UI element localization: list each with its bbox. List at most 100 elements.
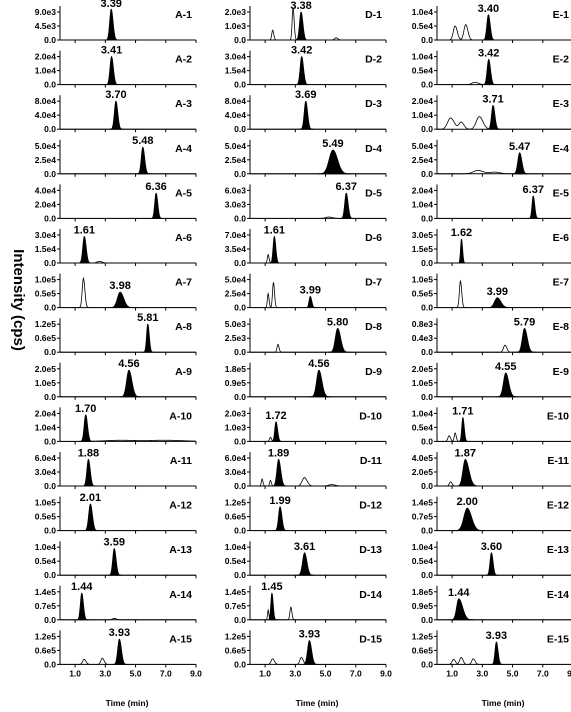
panel-id-label: E-6 [553, 232, 570, 244]
main-peak [449, 598, 475, 621]
y-tick-label: 1.8e5 [225, 364, 247, 374]
y-tick-label: 1.4e5 [412, 498, 434, 508]
main-peak [328, 327, 350, 353]
y-tick-label: 0.0 [421, 169, 433, 179]
y-tick-label: 0.5e5 [35, 289, 57, 299]
peak-rt-label: 1.61 [74, 224, 95, 236]
y-tick-label: 1.2e5 [35, 319, 57, 329]
x-tick-label: 7.0 [350, 668, 362, 678]
baseline-trace [250, 656, 386, 665]
y-tick-label: 6.0e3 [225, 185, 247, 195]
y-tick-label: 0.0 [234, 659, 246, 669]
peak-rt-label: 3.71 [482, 93, 503, 105]
panel-id-label: A-8 [175, 321, 192, 333]
main-peak [105, 56, 120, 85]
y-tick-label: 0.0 [421, 80, 433, 90]
y-tick-label: 0.0 [421, 481, 433, 491]
peak-rt-label: 1.45 [261, 581, 282, 593]
y-tick-label: 0.7e5 [412, 512, 434, 522]
panel-id-label: E-2 [553, 54, 570, 66]
y-axis-title: Intensity (cps) [10, 249, 27, 351]
panel-id-label: E-5 [553, 187, 570, 199]
panel-a-6: 3.0e4 1.5e4 0.0 1.61 A-6 [35, 224, 197, 268]
peak-rt-label: 3.99 [487, 286, 508, 298]
y-tick-label: 0.0 [234, 526, 246, 536]
panel-e-5: 2.0e4 1.0e4 0.0 6.37 E-5 [412, 184, 571, 223]
main-peak [482, 58, 497, 85]
x-tick-label: 1.0 [259, 668, 271, 678]
main-peak [104, 8, 119, 41]
main-peak [486, 297, 512, 308]
y-tick-label: 0.0 [234, 258, 246, 268]
y-tick-label: 1.0e5 [412, 378, 434, 388]
panel-d-12: 1.2e5 0.6e5 0.0 1.99 D-12 [225, 495, 387, 536]
y-tick-label: 0.0 [234, 615, 246, 625]
panel-e-3: 2.0e4 1.0e4 0.0 3.71 E-3 [412, 93, 571, 134]
panel-e-15: 1.2e5 0.6e5 0.0 1.0 3.0 5.0 7.0 9.0 3.93 E-15 [412, 630, 571, 678]
y-tick-label: 3.0e5 [412, 230, 434, 240]
baseline-trace [250, 477, 386, 487]
panel-a-7: 1.0e5 0.5e5 0.0 3.98 A-7 [35, 273, 197, 313]
y-tick-label: 1.4e5 [35, 587, 57, 597]
main-peak [295, 56, 310, 85]
y-tick-label: 3.0e4 [35, 230, 57, 240]
panel-id-label: D-12 [359, 500, 382, 512]
y-tick-label: 0.0 [44, 481, 56, 491]
panel-id-label: A-14 [169, 589, 192, 601]
y-tick-label: 0.0 [234, 35, 246, 45]
y-tick-label: 1.0e5 [412, 275, 434, 285]
panel-id-label: E-13 [547, 544, 569, 556]
y-tick-label: 0.0 [234, 124, 246, 134]
peak-rt-label: 3.69 [295, 89, 316, 101]
y-tick-label: 0.5e4 [225, 556, 247, 566]
main-peak [142, 323, 154, 353]
panel-id-label: A-10 [169, 410, 192, 422]
x-tick-label: 9.0 [567, 668, 571, 678]
main-peak [75, 592, 89, 621]
panel-id-label: A-5 [175, 187, 192, 199]
main-peak [299, 100, 314, 130]
y-tick-label: 0.0 [234, 169, 246, 179]
panel-id-label: D-13 [359, 544, 382, 556]
y-tick-label: 0.0 [421, 303, 433, 313]
y-tick-label: 0.0 [421, 35, 433, 45]
y-tick-label: 5.0e4 [225, 141, 247, 151]
y-tick-label: 0.0 [44, 615, 56, 625]
panel-id-label: D-6 [365, 232, 382, 244]
main-peak [481, 14, 497, 41]
peak-rt-label: 1.44 [448, 587, 470, 599]
main-peak [269, 235, 281, 264]
peak-rt-label: 1.99 [269, 495, 290, 507]
panel-a-11: 6.0e4 3.0e4 0.0 1.88 A-11 [35, 447, 197, 491]
y-tick-label: 0.5e4 [412, 66, 434, 76]
panel-id-label: A-6 [175, 232, 192, 244]
panel-a-8: 1.2e5 0.6e5 0.0 5.81 A-8 [35, 312, 197, 357]
panel-d-6: 7.0e4 3.5e4 0.0 1.61 D-6 [225, 224, 387, 268]
panel-d-3: 8.0e4 4.0e4 0.0 3.69 D-3 [225, 89, 387, 134]
panel-a-12: 1.0e5 0.5e5 0.0 2.01 A-12 [35, 492, 197, 536]
panel-d-9: 1.8e5 0.9e5 0.0 4.56 D-9 [225, 358, 387, 402]
panel-id-label: E-14 [547, 589, 569, 601]
main-peak [453, 507, 485, 531]
y-tick-label: 0.0 [234, 436, 246, 446]
peak-rt-label: 4.55 [495, 361, 516, 373]
peak-rt-label: 1.87 [455, 447, 476, 459]
panel-e-7: 1.0e5 0.5e5 0.0 3.99 E-7 [412, 273, 571, 313]
x-axis-title-col-d: Time (min) [296, 698, 339, 708]
y-tick-label: 0.6e5 [225, 645, 247, 655]
y-tick-label: 4.0e4 [35, 110, 57, 120]
x-tick-label: 3.0 [289, 668, 301, 678]
peak-rt-label: 1.72 [265, 410, 286, 422]
y-tick-label: 0.0 [234, 347, 246, 357]
peak-rt-label: 5.47 [509, 141, 530, 153]
x-tick-label: 1.0 [69, 668, 81, 678]
baseline-trace [60, 657, 196, 665]
peak-rt-label: 3.93 [109, 627, 130, 639]
peak-rt-label: 1.70 [75, 403, 96, 415]
y-tick-label: 1.0e4 [412, 7, 434, 17]
peak-rt-label: 1.44 [71, 581, 93, 593]
main-peak [112, 638, 128, 665]
x-tick-label: 3.0 [99, 668, 111, 678]
peak-rt-label: 3.60 [481, 541, 502, 553]
